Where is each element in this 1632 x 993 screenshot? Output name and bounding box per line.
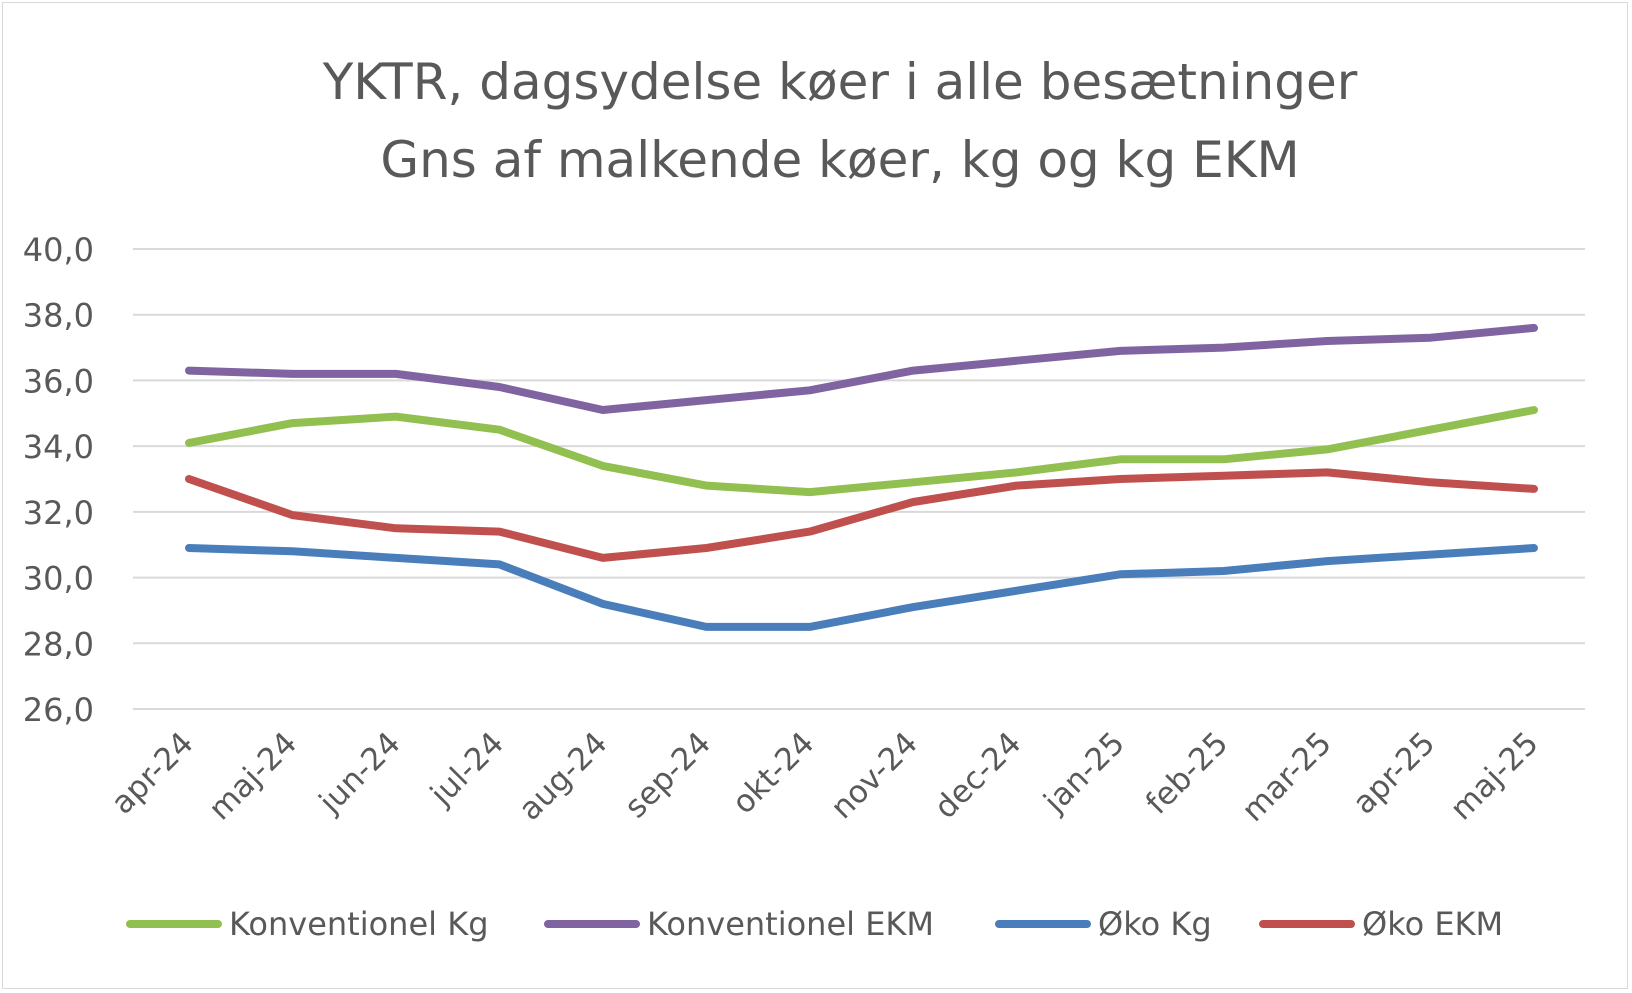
series-line bbox=[185, 323, 1538, 414]
x-tick-label: maj-25 bbox=[1444, 725, 1546, 827]
chart-subtitle: Gns af malkende køer, kg og kg EKM bbox=[380, 131, 1299, 189]
x-tick-label: nov-24 bbox=[824, 725, 925, 826]
x-tick-label: jan-25 bbox=[1036, 725, 1131, 820]
x-tick-label: apr-25 bbox=[1346, 725, 1442, 821]
series-line bbox=[185, 406, 1538, 497]
legend-item: Øko Kg bbox=[995, 905, 1212, 943]
x-tick-label: sep-24 bbox=[618, 725, 718, 825]
y-tick-label: 30,0 bbox=[23, 560, 94, 598]
x-tick-label: jun-24 bbox=[312, 725, 408, 821]
y-tick-label: 32,0 bbox=[23, 494, 94, 532]
x-tick-label: apr-24 bbox=[104, 725, 200, 821]
y-tick-label: 26,0 bbox=[23, 691, 94, 729]
legend: Konventionel Kg Konventionel EKM Øko Kg Øko… bbox=[126, 905, 1503, 943]
legend-item: Konventionel EKM bbox=[544, 905, 934, 943]
legend-label: Konventionel Kg bbox=[229, 905, 489, 943]
y-tick-label: 36,0 bbox=[23, 362, 94, 400]
x-tick-label: okt-24 bbox=[725, 725, 821, 821]
legend-item: Konventionel Kg bbox=[126, 905, 489, 943]
x-tick-label: maj-24 bbox=[202, 725, 304, 827]
y-tick-label: 34,0 bbox=[23, 428, 94, 466]
legend-label: Øko EKM bbox=[1362, 905, 1503, 943]
x-tick-label: dec-24 bbox=[928, 725, 1029, 826]
y-tick-label: 28,0 bbox=[23, 625, 94, 663]
y-tick-label: 38,0 bbox=[23, 297, 94, 335]
legend-label: Øko Kg bbox=[1098, 905, 1212, 943]
x-tick-label: mar-25 bbox=[1235, 725, 1339, 829]
y-tick-label: 40,0 bbox=[23, 231, 94, 269]
y-axis-ticks: 26,0 28,0 30,0 32,0 34,0 36,0 38,0 40,0 bbox=[23, 231, 94, 729]
series-lines bbox=[185, 323, 1538, 631]
series-line bbox=[185, 544, 1538, 631]
chart-title: YKTR, dagsydelse køer i alle besætninger bbox=[322, 53, 1358, 111]
x-axis-ticks: apr-24 maj-24 jun-24 jul-24 aug-24 sep-24 okt-… bbox=[104, 725, 1545, 829]
x-tick-label: aug-24 bbox=[512, 725, 615, 828]
series-line bbox=[185, 468, 1538, 562]
x-tick-label: feb-25 bbox=[1139, 725, 1235, 821]
legend-item: Øko EKM bbox=[1259, 905, 1503, 943]
chart-titles: YKTR, dagsydelse køer i alle besætninger… bbox=[322, 53, 1358, 189]
x-tick-label: jul-24 bbox=[423, 725, 511, 813]
legend-label: Konventionel EKM bbox=[647, 905, 934, 943]
